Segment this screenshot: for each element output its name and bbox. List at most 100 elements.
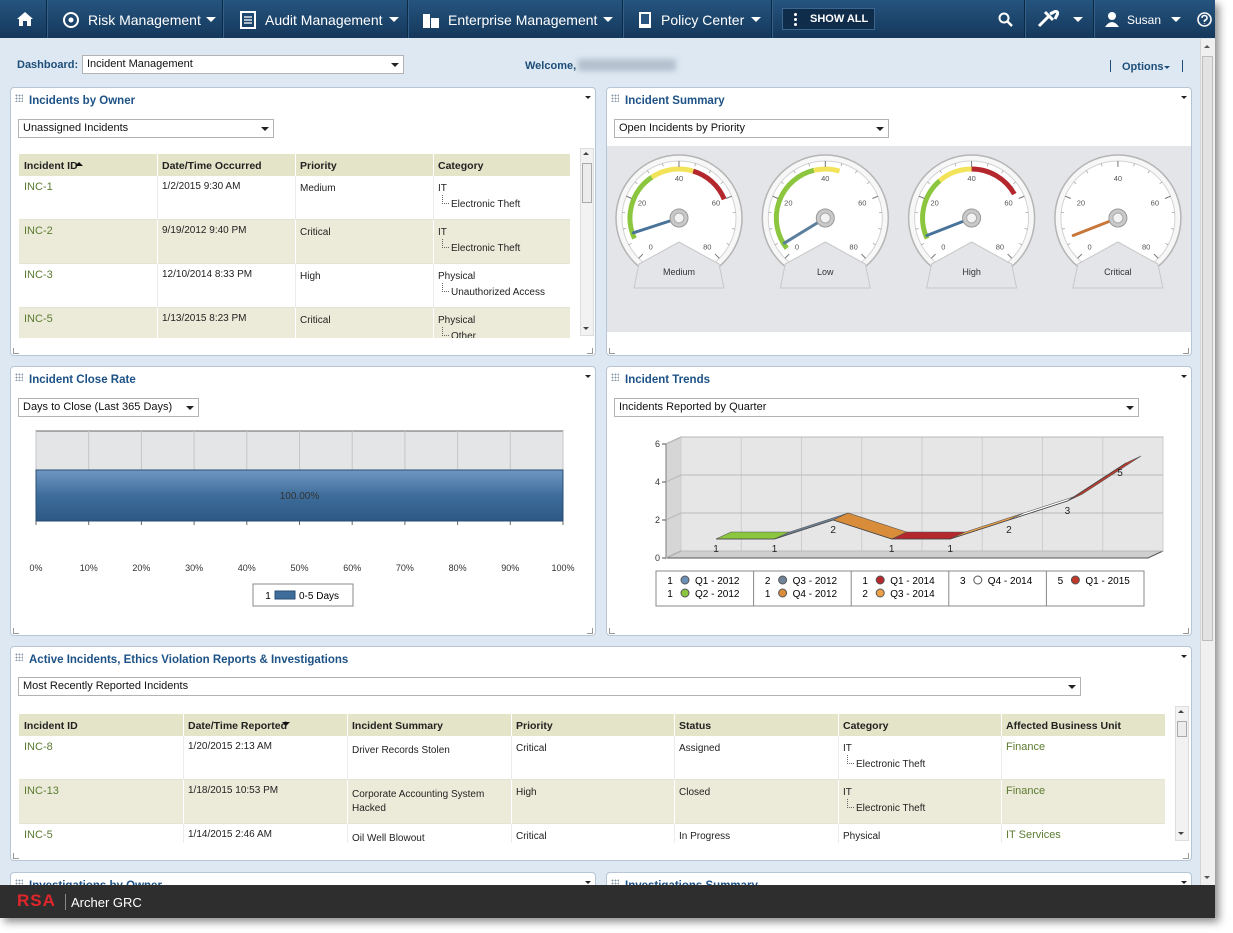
caret-icon: [1204, 876, 1210, 879]
panel-title: Incidents by Owner: [29, 95, 135, 107]
legend-marker: [876, 576, 884, 584]
gauge-tick-label: 80: [1142, 242, 1150, 251]
dropdown[interactable]: Incident Management: [82, 55, 404, 74]
panel: Incidents by Owner Unassigned Incidents In…: [10, 87, 596, 356]
incident-link[interactable]: INC-13: [24, 785, 59, 797]
caret-icon: [1178, 710, 1184, 713]
column-divider: [295, 154, 296, 176]
panel: Incident TrendsIncidents Reported by Qua…: [606, 366, 1192, 636]
table-row[interactable]: INC-11/2/2015 9:30 AMMediumITElectronic …: [19, 176, 570, 220]
legend-label: Q3 - 2014: [890, 589, 935, 600]
column-header[interactable]: Affected Business Unit: [1006, 720, 1121, 732]
cell-text: Assigned: [679, 743, 720, 754]
dropdown[interactable]: Days to Close (Last 365 Days): [18, 398, 199, 417]
legend-count: 2: [862, 589, 868, 600]
legend-count: 1: [667, 576, 673, 587]
incident-link[interactable]: INC-5: [24, 829, 53, 841]
line-chart: 0246112112351Q1 - 20121Q2 - 20122Q3 - 20…: [607, 417, 1191, 632]
gauge-hub-center: [674, 213, 684, 223]
panel-title: Active Incidents, Ethics Violation Repor…: [29, 654, 348, 666]
nav-item[interactable]: Risk Management: [88, 12, 201, 28]
business-unit-link[interactable]: Finance: [1006, 741, 1045, 753]
dot-icon: [794, 18, 797, 21]
dropdown[interactable]: Most Recently Reported Incidents: [18, 677, 1081, 696]
nav-item[interactable]: Enterprise Management: [448, 12, 597, 28]
column-header[interactable]: Category: [438, 160, 484, 172]
column-header[interactable]: Incident ID: [24, 160, 78, 172]
column-header[interactable]: Date/Time Occurred: [162, 160, 262, 172]
column-header[interactable]: Incident ID: [24, 720, 78, 732]
legend-marker: [1071, 576, 1079, 584]
icon-shape: [1108, 12, 1116, 20]
gauge-label: High: [962, 267, 981, 277]
column-divider: [347, 714, 348, 736]
column-divider: [433, 308, 434, 338]
column-header[interactable]: Priority: [300, 160, 337, 172]
business-unit-link[interactable]: Finance: [1006, 785, 1045, 797]
table-row[interactable]: INC-131/18/2015 10:53 PMCorporate Accoun…: [19, 780, 1165, 824]
gauge-tick-label: 40: [967, 174, 975, 183]
gauge-tick-label: 80: [849, 242, 857, 251]
table-header: Incident ID Date/Time Reported Incident Su…: [19, 714, 1165, 736]
nav-item[interactable]: Policy Center: [661, 12, 744, 28]
category-text: IT: [843, 787, 852, 798]
home-icon: [16, 11, 34, 27]
table-row[interactable]: INC-312/10/2014 8:33 PMHighPhysicalUnaut…: [19, 264, 570, 308]
icon-shape: [641, 14, 649, 24]
user-name[interactable]: Susan: [1127, 13, 1161, 27]
dropdown-value: Incidents Reported by Quarter: [619, 401, 766, 413]
product-name: Archer GRC: [71, 895, 142, 910]
column-divider: [838, 824, 839, 843]
caret-icon: [1178, 832, 1184, 835]
table-row[interactable]: INC-29/19/2012 9:40 PMCriticalITElectron…: [19, 220, 570, 264]
dropdown[interactable]: Open Incidents by Priority: [614, 119, 889, 138]
caret-icon: [583, 152, 589, 155]
show-all-button[interactable]: SHOW ALL: [782, 8, 875, 30]
dot-icon: [794, 13, 797, 16]
incident-link[interactable]: INC-3: [24, 269, 53, 281]
nav-item[interactable]: Audit Management: [265, 12, 383, 28]
table-row[interactable]: INC-81/20/2015 2:13 AMDriver Records Sto…: [19, 736, 1165, 780]
legend-marker: [681, 589, 689, 597]
gauge-chart: 020406080Medium020406080Low020406080High…: [607, 146, 1191, 332]
gauge-tick-label: 0: [795, 242, 799, 251]
column-divider: [1001, 736, 1002, 780]
options-menu[interactable]: Options: [1122, 61, 1164, 73]
nav-icon: [422, 11, 440, 29]
column-header[interactable]: Priority: [516, 720, 553, 732]
data-label: 2: [830, 525, 836, 536]
cell-text: Oil Well Blowout: [352, 832, 504, 843]
panel-title: Incident Summary: [625, 95, 725, 107]
column-divider: [838, 736, 839, 780]
column-header[interactable]: Date/Time Reported: [188, 720, 287, 732]
caret-icon: [1126, 406, 1134, 410]
legend-marker: [779, 576, 787, 584]
column-divider: [838, 780, 839, 824]
data-label: 1: [772, 544, 778, 555]
scroll-thumb: [1177, 721, 1187, 737]
incident-link[interactable]: INC-5: [24, 313, 53, 325]
dropdown[interactable]: Unassigned Incidents: [18, 119, 274, 138]
resize-handle: [13, 853, 19, 859]
legend-label: 0-5 Days: [299, 591, 339, 602]
business-unit-link[interactable]: IT Services: [1006, 829, 1061, 841]
y-tick-label: 6: [655, 439, 660, 449]
resize-handle: [587, 348, 593, 354]
cell-text: Corporate Accounting System Hacked: [352, 788, 504, 816]
table-row[interactable]: INC-51/14/2015 2:46 AMOil Well BlowoutCr…: [19, 824, 1165, 843]
column-header[interactable]: Category: [843, 720, 889, 732]
column-header[interactable]: Incident Summary: [352, 720, 443, 732]
gauge-label: Low: [817, 267, 834, 277]
x-tick-label: 50%: [290, 563, 308, 573]
incident-link[interactable]: INC-8: [24, 741, 53, 753]
column-header[interactable]: Status: [679, 720, 711, 732]
caret-icon: [391, 63, 399, 67]
scroll-thumb: [1202, 56, 1213, 641]
incident-link[interactable]: INC-2: [24, 225, 53, 237]
nav-icon: [636, 11, 654, 29]
table-row[interactable]: INC-51/13/2015 8:23 PMCriticalPhysicalOt…: [19, 308, 570, 338]
incident-link[interactable]: INC-1: [24, 181, 53, 193]
x-tick-label: 10%: [80, 563, 98, 573]
dropdown[interactable]: Incidents Reported by Quarter: [614, 398, 1139, 417]
